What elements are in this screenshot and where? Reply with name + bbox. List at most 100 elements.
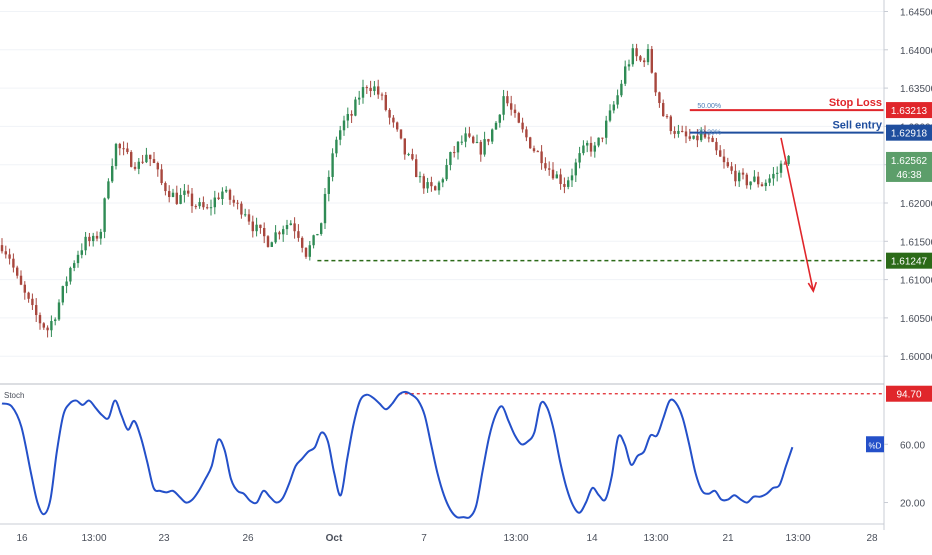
- candle-body: [681, 130, 684, 132]
- candle-body: [620, 83, 623, 96]
- candle-body: [380, 94, 384, 96]
- stop-loss-label: Stop Loss: [829, 97, 882, 109]
- candle-body: [221, 191, 224, 200]
- candle-body: [434, 186, 437, 191]
- candle-body: [369, 87, 372, 92]
- time-tick-label: 16: [16, 533, 28, 544]
- candle-body: [783, 163, 786, 165]
- candle-body: [285, 225, 289, 230]
- candle-body: [445, 165, 448, 180]
- stop-loss-badge: [886, 102, 932, 119]
- price-badges: 1.63213 1.62918 1.62562 46:38 1.61247: [886, 102, 932, 269]
- candle-body: [377, 86, 380, 95]
- time-tick-label: 23: [158, 533, 170, 544]
- fib-50-label: 50.00%: [697, 103, 721, 110]
- candle-body: [365, 87, 368, 89]
- stoch-tick-label: 20.00: [900, 499, 925, 510]
- candle-body: [776, 172, 779, 174]
- candle-body: [563, 184, 566, 187]
- time-tick-label: 13:00: [643, 533, 668, 544]
- candle-body: [149, 154, 152, 160]
- candle-body: [597, 137, 600, 146]
- candle-body: [31, 298, 34, 306]
- candle-body: [722, 156, 726, 163]
- candle-body: [715, 141, 718, 151]
- stoch-title: Stoch: [4, 391, 24, 400]
- candle-body: [487, 139, 490, 142]
- candle-body: [760, 184, 764, 187]
- candle-body: [768, 178, 771, 183]
- candle-body: [137, 161, 140, 169]
- candle-body: [510, 103, 513, 110]
- candle-body: [69, 267, 72, 282]
- stoch-level-badge: [886, 385, 932, 402]
- candle-body: [711, 137, 714, 142]
- sell-entry-value: 1.62918: [891, 129, 928, 140]
- candle-body: [540, 151, 543, 164]
- candle-body: [384, 94, 387, 110]
- candle-body: [202, 202, 205, 208]
- price-tick-label: 1.60500: [900, 314, 932, 325]
- candle-body: [145, 154, 148, 163]
- stoch-axis: 60.00 20.00: [884, 440, 925, 510]
- candle-body: [719, 150, 722, 157]
- candle-body: [320, 223, 323, 234]
- candle-body: [99, 231, 102, 239]
- candle-body: [156, 163, 159, 170]
- candle-body: [726, 162, 729, 167]
- candle-body: [593, 145, 596, 152]
- candle-body: [118, 143, 121, 149]
- candle-body: [339, 130, 342, 140]
- candle-body: [544, 163, 547, 169]
- time-axis: 16 13:00 23 26 Oct 7 13:00 14 13:00 21 13:00 28: [0, 523, 884, 544]
- candle-body: [650, 49, 653, 73]
- price-tick-label: 1.61500: [900, 237, 932, 248]
- candle-body: [422, 176, 425, 189]
- candle-body: [103, 198, 106, 232]
- candle-body: [251, 221, 254, 232]
- candle-body: [491, 129, 494, 142]
- candle-body: [627, 64, 631, 67]
- candle-body: [8, 254, 11, 259]
- stoch-d-label: %D: [869, 441, 882, 450]
- candle-body: [160, 169, 163, 184]
- candle-body: [605, 120, 608, 138]
- candle-body: [753, 176, 756, 182]
- candle-body: [297, 231, 300, 238]
- bar-countdown: 46:38: [896, 170, 921, 181]
- candle-body: [741, 172, 745, 175]
- candle-body: [494, 122, 498, 130]
- candle-body: [228, 189, 232, 200]
- candle-body: [517, 113, 520, 123]
- candle-body: [730, 166, 733, 171]
- candle-body: [555, 174, 558, 179]
- candle-body: [483, 139, 486, 155]
- candle-body: [168, 191, 171, 197]
- candle-body: [358, 97, 361, 100]
- current-price-badge: [886, 151, 932, 182]
- candle-body: [57, 302, 61, 320]
- candle-body: [521, 122, 524, 130]
- candle-body: [270, 242, 273, 247]
- candle-body: [247, 214, 251, 222]
- stop-loss-value: 1.63213: [891, 106, 928, 117]
- candle-body: [654, 72, 657, 93]
- candle-body: [236, 202, 239, 204]
- candle-body: [662, 103, 665, 117]
- candle-body: [475, 141, 479, 143]
- time-tick-label: 26: [242, 533, 254, 544]
- target-badge: [886, 252, 932, 269]
- candle-body: [263, 228, 266, 237]
- candle-body: [331, 153, 334, 177]
- candle-body: [194, 206, 197, 208]
- current-price-value: 1.62562: [891, 156, 928, 167]
- candle-body: [396, 122, 399, 130]
- candle-body: [183, 190, 186, 195]
- candle-body: [669, 116, 672, 132]
- stochastic-pane: Stoch 60.00 20.00 94.70 %D: [1, 385, 932, 519]
- candle-body: [133, 166, 137, 169]
- candle-body: [677, 130, 680, 134]
- candle-body: [696, 135, 699, 141]
- candle-body: [42, 323, 45, 328]
